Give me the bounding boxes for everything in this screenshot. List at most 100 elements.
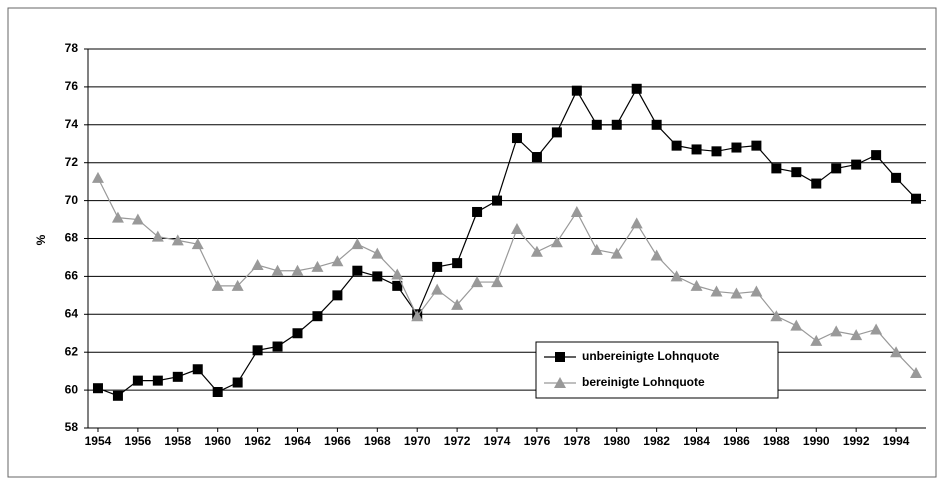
y-tick-label: 70 (65, 193, 79, 207)
x-tick-label: 1978 (563, 434, 590, 448)
point (211, 279, 224, 291)
y-tick-label: 76 (65, 79, 79, 93)
point (651, 119, 662, 130)
x-tick-label: 1990 (803, 434, 830, 448)
point (432, 261, 443, 272)
x-tick-label: 1960 (204, 434, 231, 448)
y-tick-label: 68 (65, 231, 79, 245)
point (631, 83, 642, 94)
x-tick-label: 1994 (883, 434, 910, 448)
x-tick-label: 1972 (444, 434, 471, 448)
point (251, 259, 264, 271)
point (92, 383, 103, 394)
series-line (97, 177, 917, 374)
legend-label: bereinigte Lohnquote (582, 375, 705, 389)
point (570, 205, 583, 217)
point (172, 371, 183, 382)
point (272, 341, 283, 352)
y-tick-label: 60 (65, 382, 79, 396)
legend: unbereinigte Lohnquote bereinigte Lohnquo… (535, 341, 779, 399)
point (392, 280, 403, 291)
point (871, 150, 882, 161)
x-tick-label: 1958 (164, 434, 191, 448)
point (711, 146, 722, 157)
y-tick-label: 78 (65, 41, 79, 55)
point (231, 279, 244, 291)
frame (7, 7, 937, 478)
point (252, 345, 263, 356)
point (472, 206, 483, 217)
point (790, 319, 803, 331)
x-tick-label: 1982 (643, 434, 670, 448)
legend-marker (555, 352, 565, 362)
point (112, 390, 123, 401)
point (810, 334, 823, 346)
point (551, 127, 562, 138)
point (351, 238, 364, 250)
point (372, 271, 383, 282)
point (891, 172, 902, 183)
point (870, 323, 883, 335)
point (610, 247, 623, 259)
x-tick-label: 1954 (85, 434, 112, 448)
point (471, 276, 484, 288)
y-tick-label: 64 (65, 306, 79, 320)
point (411, 310, 424, 322)
point (690, 279, 703, 291)
point (291, 264, 304, 276)
point (312, 311, 323, 322)
point (431, 283, 444, 295)
x-tick-label: 1976 (524, 434, 551, 448)
point (671, 140, 682, 151)
point (171, 234, 184, 246)
point (530, 245, 543, 257)
point (910, 367, 923, 379)
point (830, 325, 843, 337)
y-tick-label: 66 (65, 269, 79, 283)
x-tick-label: 1992 (843, 434, 870, 448)
point (851, 159, 862, 170)
point (670, 270, 683, 282)
point (630, 217, 643, 229)
legend-label: unbereinigte Lohnquote (582, 349, 720, 363)
point (791, 167, 802, 178)
x-tick-label: 1970 (404, 434, 431, 448)
point (152, 375, 163, 386)
point (212, 386, 223, 397)
point (151, 230, 164, 242)
point (750, 285, 763, 297)
point (191, 238, 204, 250)
point (890, 346, 903, 358)
point (571, 85, 582, 96)
x-tick-label: 1980 (603, 434, 630, 448)
x-tick-label: 1956 (125, 434, 152, 448)
point (771, 163, 782, 174)
point (451, 298, 464, 310)
point (850, 329, 863, 341)
series-line (97, 87, 917, 397)
point (111, 211, 124, 223)
point (391, 268, 404, 280)
point (491, 276, 504, 288)
x-tick-label: 1988 (763, 434, 790, 448)
point (311, 260, 324, 272)
x-tick-label: 1964 (284, 434, 311, 448)
point (492, 195, 503, 206)
point (371, 247, 384, 259)
point (331, 255, 344, 267)
y-axis-label: % (34, 234, 48, 245)
point (911, 193, 922, 204)
point (590, 243, 603, 255)
point (731, 142, 742, 153)
x-tick-label: 1984 (683, 434, 710, 448)
point (831, 163, 842, 174)
point (511, 133, 522, 144)
point (91, 171, 104, 183)
point (352, 265, 363, 276)
y-tick-label: 58 (65, 420, 79, 434)
point (452, 258, 463, 269)
point (591, 119, 602, 130)
y-tick-label: 74 (65, 117, 79, 131)
legend-box (535, 341, 779, 399)
